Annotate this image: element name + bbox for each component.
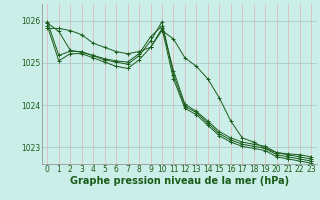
X-axis label: Graphe pression niveau de la mer (hPa): Graphe pression niveau de la mer (hPa) — [70, 176, 289, 186]
